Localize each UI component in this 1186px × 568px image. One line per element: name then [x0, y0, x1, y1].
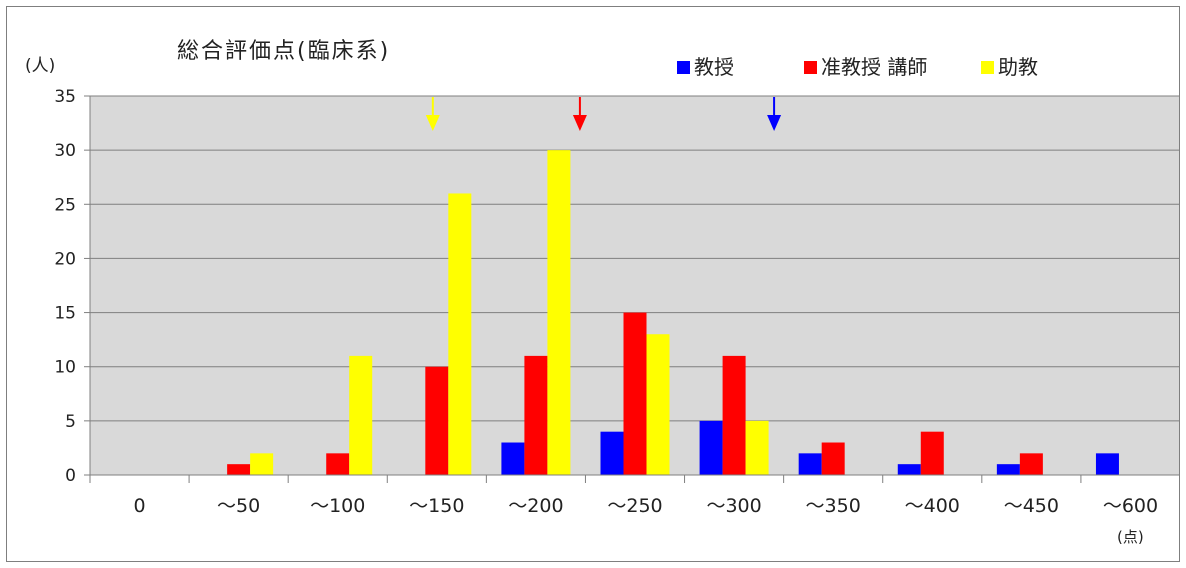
legend-label: 教授	[694, 55, 734, 79]
bar	[227, 464, 251, 475]
annotation-arrow	[425, 97, 440, 131]
y-axis-label: (人)	[25, 56, 55, 76]
bar	[623, 312, 647, 475]
bar	[646, 334, 670, 475]
bar-chart: 0 5 10 15 20 25 30 35 0 ～50 ～100 ～150 ～200 ～250 ～300 ～3…	[25, 39, 1181, 546]
bar	[349, 355, 373, 475]
legend-item: 助教	[981, 55, 1038, 79]
x-tick-label: ～250	[607, 495, 662, 517]
bar	[600, 431, 624, 475]
bar	[798, 453, 822, 475]
bar	[547, 150, 571, 475]
y-tick-label: 25	[54, 195, 76, 215]
legend-item: 准教授 講師	[804, 55, 927, 79]
bar	[897, 464, 921, 475]
y-tick-label: 0	[65, 466, 76, 486]
bar	[699, 420, 723, 475]
bar	[425, 366, 449, 475]
bar	[996, 464, 1020, 475]
x-axis-label: (点)	[1117, 528, 1144, 546]
x-tick-label: ～100	[310, 495, 365, 517]
x-tick-label: ～50	[217, 495, 260, 517]
legend-swatch	[981, 61, 994, 74]
chart-title: 総合評価点(臨床系)	[177, 39, 390, 64]
x-tick-label: ～150	[409, 495, 464, 517]
bar	[501, 442, 525, 475]
bar	[250, 453, 274, 475]
y-tick-label: 15	[54, 304, 76, 324]
y-tick-label: 20	[54, 249, 76, 269]
legend-label: 准教授 講師	[821, 55, 927, 79]
bar	[448, 193, 472, 475]
bar	[745, 420, 769, 475]
x-tick-label: 0	[133, 495, 145, 517]
y-tick-label: 30	[54, 141, 76, 161]
legend-item: 教授	[677, 55, 734, 79]
legend-swatch	[804, 61, 817, 74]
bar	[821, 442, 845, 475]
chart-frame: 0 5 10 15 20 25 30 35 0 ～50 ～100 ～150 ～200 ～250 ～300 ～3…	[6, 6, 1181, 562]
annotation-arrow	[767, 97, 782, 131]
y-tick-label: 10	[54, 358, 76, 378]
x-tick-label: ～400	[905, 495, 960, 517]
legend-label: 助教	[998, 55, 1038, 79]
x-tick-label: ～600	[1103, 495, 1158, 517]
annotation-arrow	[572, 97, 587, 131]
y-tick-label: 35	[54, 87, 76, 107]
bar	[326, 453, 350, 475]
x-tick-label: ～200	[508, 495, 563, 517]
bar	[1019, 453, 1043, 475]
x-tick-label: ～450	[1004, 495, 1059, 517]
x-tick-label: ～350	[806, 495, 861, 517]
bar	[1095, 453, 1119, 475]
bar	[722, 355, 746, 475]
x-tick-label: ～300	[706, 495, 761, 517]
bar	[920, 431, 944, 475]
bar	[524, 355, 548, 475]
legend-swatch	[677, 61, 690, 74]
y-tick-label: 5	[65, 412, 76, 432]
